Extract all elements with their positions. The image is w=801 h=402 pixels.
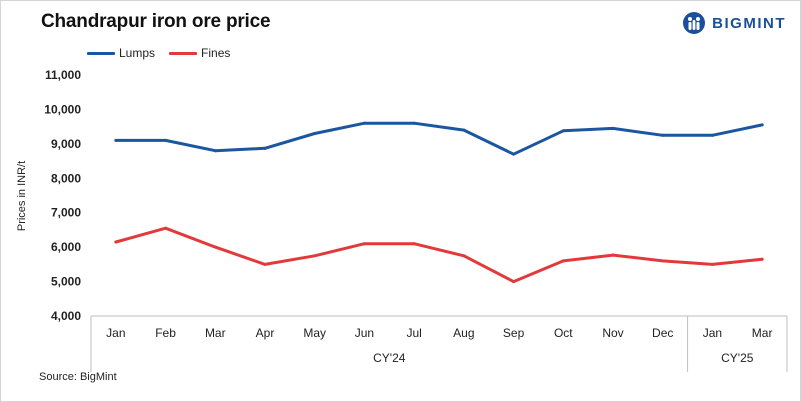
data-point-fines (760, 257, 764, 261)
data-point-lumps (710, 133, 714, 137)
x-tick-label: Jan (703, 326, 722, 340)
data-point-fines (710, 262, 714, 266)
data-point-lumps (114, 138, 118, 142)
data-point-fines (611, 253, 615, 257)
y-tick-label: 8,000 (51, 171, 81, 185)
data-point-lumps (263, 146, 267, 150)
y-tick-label: 4,000 (51, 309, 81, 323)
data-point-lumps (661, 133, 665, 137)
x-tick-label: Nov (602, 326, 623, 340)
x-tick-label: Dec (652, 326, 673, 340)
x-tick-label: Mar (205, 326, 226, 340)
data-point-fines (114, 240, 118, 244)
data-point-lumps (213, 149, 217, 153)
x-tick-label: Oct (554, 326, 573, 340)
x-tick-label: Mar (752, 326, 773, 340)
data-point-fines (213, 245, 217, 249)
y-tick-label: 9,000 (51, 137, 81, 151)
chart-legend: Lumps Fines (87, 46, 244, 60)
x-tick-label: Apr (256, 326, 275, 340)
data-point-lumps (462, 128, 466, 132)
brand-logo: BIGMINT (682, 10, 786, 36)
data-point-fines (512, 280, 516, 284)
x-tick-label: Jun (355, 326, 374, 340)
bigmint-logo-icon (683, 12, 706, 34)
series-line-fines (114, 226, 764, 284)
legend-swatch-lumps (87, 51, 115, 55)
data-point-fines (661, 259, 665, 263)
y-tick-label: 6,000 (51, 240, 81, 254)
data-point-fines (412, 242, 416, 246)
x-tick-label: Jul (406, 326, 421, 340)
data-point-fines (362, 242, 366, 246)
data-point-fines (263, 262, 267, 266)
chart-title: Chandrapur iron ore price (41, 11, 271, 32)
legend-item-lumps: Lumps (87, 46, 155, 60)
data-point-fines (561, 259, 565, 263)
x-tick-label: Sep (503, 326, 525, 340)
data-point-fines (313, 254, 317, 258)
x-tick-label: May (303, 326, 326, 340)
x-group-label: CY'25 (721, 351, 754, 365)
legend-item-fines: Fines (169, 46, 230, 60)
data-point-lumps (313, 132, 317, 136)
data-point-lumps (164, 138, 168, 142)
x-tick-label: Feb (155, 326, 176, 340)
source-note: Source: BigMint (39, 371, 117, 383)
x-tick-label: Aug (453, 326, 474, 340)
x-tick-label: Jan (106, 326, 125, 340)
data-point-fines (462, 254, 466, 258)
data-point-lumps (561, 129, 565, 133)
y-tick-label: 7,000 (51, 206, 81, 220)
data-point-fines (164, 226, 168, 230)
legend-label-lumps: Lumps (119, 46, 156, 60)
y-tick-label: 5,000 (51, 275, 81, 289)
y-tick-label: 11,000 (45, 68, 81, 82)
brand-name: BIGMINT (712, 14, 786, 32)
x-group-label: CY'24 (373, 351, 406, 365)
data-point-lumps (362, 121, 366, 125)
legend-label-fines: Fines (201, 46, 231, 60)
data-point-lumps (760, 123, 764, 127)
data-point-lumps (512, 152, 516, 156)
y-tick-label: 10,000 (44, 102, 81, 116)
legend-swatch-fines (169, 51, 198, 55)
data-point-lumps (611, 126, 615, 130)
data-point-lumps (412, 121, 416, 125)
series-line-lumps (114, 121, 764, 156)
